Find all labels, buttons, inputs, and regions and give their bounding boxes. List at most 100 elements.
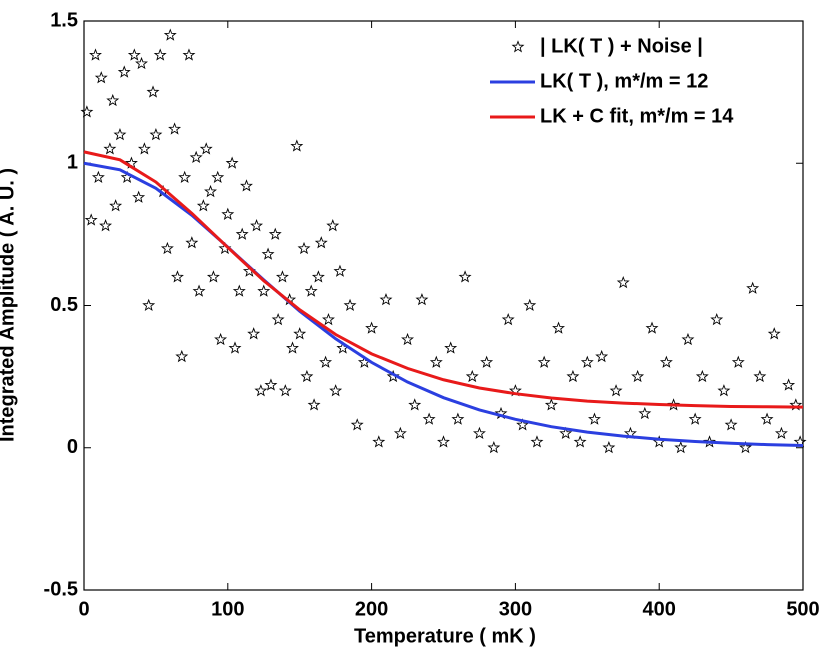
scatter-point (516, 418, 530, 431)
scatter-point (739, 440, 752, 454)
scatter-point (437, 435, 450, 448)
scatter-point (171, 270, 184, 283)
scatter-point (616, 275, 630, 289)
scatter-point (254, 384, 268, 397)
scatter-point (731, 355, 745, 368)
scatter-point (257, 284, 271, 297)
scatter-point (415, 293, 429, 306)
x-tick-label: 300 (499, 598, 532, 620)
scatter-point (573, 435, 587, 448)
scatter-point (304, 284, 318, 297)
scatter-point (293, 327, 307, 340)
scatter-point (746, 281, 760, 294)
scatter-point (695, 369, 709, 383)
scatter-point (247, 327, 261, 340)
scatter-point (235, 227, 249, 240)
scatter-point (142, 298, 156, 311)
scatter-point (178, 170, 192, 183)
scatter-point (206, 270, 220, 283)
scatter-point (221, 207, 235, 220)
y-tick-label: 1 (67, 152, 78, 174)
scatter-point (113, 128, 127, 141)
scatter-point (137, 142, 151, 155)
scatter-point (264, 378, 278, 391)
scatter-point (365, 321, 379, 334)
scatter-point (429, 355, 443, 368)
scatter-point (268, 227, 282, 240)
scatter-point (645, 321, 659, 334)
y-tick-label: -0.5 (44, 578, 78, 600)
scatter-point (290, 139, 304, 152)
scatter-point (408, 398, 422, 411)
scatter-point (211, 170, 225, 183)
scatter-point (192, 284, 206, 297)
scatter-point (688, 412, 702, 425)
y-tick-label: 1.5 (50, 9, 78, 31)
scatter-point (240, 179, 253, 192)
series-line (83, 150, 804, 409)
scatter-point (566, 369, 580, 383)
scatter-point (767, 327, 781, 340)
scatter-point (487, 440, 501, 454)
scatter-point (94, 71, 108, 84)
scatter-point (307, 398, 321, 411)
scatter-point (602, 440, 616, 454)
scatter-point (286, 341, 299, 354)
scatter-point (149, 128, 163, 141)
scatter-point (559, 426, 573, 440)
legend-label: | LK( T ) + Noise | (540, 35, 703, 57)
scatter-point (127, 48, 141, 61)
scatter-point (300, 369, 314, 383)
scatter-point (774, 426, 788, 440)
x-tick-label: 500 (786, 598, 819, 620)
scatter-point (350, 418, 364, 431)
series-line (83, 161, 804, 447)
scatter-point (160, 241, 174, 255)
scatter-point (465, 369, 479, 383)
scatter-point (422, 412, 436, 425)
scatter-point (530, 435, 544, 448)
scatter-point (595, 349, 609, 363)
legend-label: LK( T ), m*/m = 12 (540, 70, 708, 92)
x-tick-label: 100 (211, 598, 244, 620)
scatter-point (182, 48, 196, 61)
y-tick-label: 0 (67, 436, 78, 458)
scatter-point (401, 332, 415, 346)
scatter-point (228, 341, 242, 354)
scatter-point (322, 312, 335, 326)
scatter-point (214, 332, 228, 346)
scatter-point (106, 93, 120, 107)
scatter-point (168, 122, 182, 135)
scatter-point (185, 236, 199, 249)
scatter-point (314, 236, 328, 249)
scatter-point (311, 270, 325, 283)
scatter-point (782, 378, 796, 391)
scatter-point (667, 398, 681, 411)
scatter-point (444, 341, 458, 354)
scatter-point (99, 219, 113, 232)
scatter-point (146, 85, 160, 98)
scatter-point (84, 213, 98, 226)
scatter-point (393, 426, 407, 440)
scatter-point (609, 384, 623, 397)
scatter-point (333, 264, 347, 277)
x-tick-label: 200 (355, 598, 388, 620)
scatter-point (225, 156, 239, 169)
scatter-point (91, 170, 105, 183)
scatter-point (580, 355, 594, 368)
scatter-point (278, 384, 292, 397)
scatter-point (135, 56, 148, 70)
scatter-point (89, 48, 102, 61)
scatter-point (681, 332, 695, 346)
scatter-point (329, 384, 343, 397)
scatter-point (703, 435, 716, 448)
scatter-point (523, 298, 537, 311)
scatter-point (153, 48, 167, 61)
scatter-point (480, 355, 494, 368)
scatter-point (319, 355, 333, 368)
scatter-point (631, 369, 645, 383)
x-tick-label: 0 (78, 598, 89, 620)
scatter-point (710, 312, 724, 326)
scatter-point (552, 321, 565, 334)
